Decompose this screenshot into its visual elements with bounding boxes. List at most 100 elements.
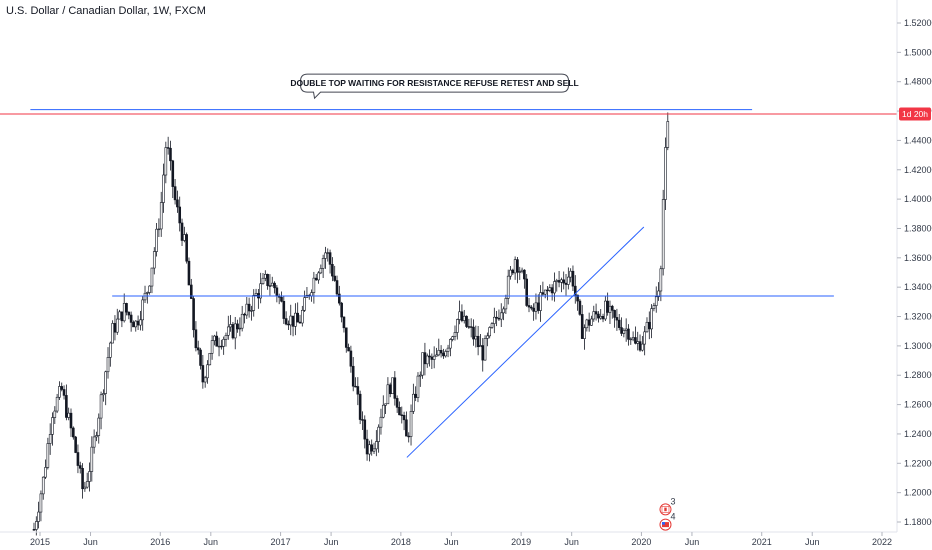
- candle-body-down: [523, 269, 526, 280]
- candle: [118, 309, 121, 320]
- candle-body-up: [208, 353, 212, 366]
- usa-flag-icon[interactable]: [659, 518, 672, 531]
- candle: [393, 371, 397, 406]
- candle-body-up: [88, 471, 91, 482]
- candle-body-down: [127, 311, 131, 316]
- candle: [636, 331, 640, 351]
- candle-body-down: [180, 222, 184, 241]
- time-tick-label: 2020: [631, 537, 651, 547]
- candle-body-up: [543, 289, 547, 295]
- candle: [534, 293, 538, 320]
- price-tick-label: 1.52000: [904, 18, 932, 28]
- drawings-layer: [0, 109, 897, 458]
- candle-body-down: [340, 302, 343, 318]
- candle: [83, 481, 87, 492]
- candle-body-up: [122, 303, 126, 322]
- candle-body-down: [335, 280, 339, 295]
- time-axis[interactable]: 2015 Jun 2016 Jun 2017 Jun 2018 Jun 2019 Jun 2020 J…: [30, 532, 892, 547]
- candle-body-down: [546, 289, 549, 292]
- candle: [573, 275, 577, 304]
- annotation-callout[interactable]: DOUBLE TOP WAITING FOR RESISTANCE REFUSE…: [290, 73, 579, 100]
- candle: [331, 257, 334, 282]
- candle-body-down: [423, 352, 427, 365]
- candle-body-up: [324, 252, 327, 259]
- candle: [442, 348, 445, 359]
- candle: [627, 324, 630, 346]
- candle-body-up: [53, 410, 57, 418]
- trendline[interactable]: [406, 226, 645, 458]
- candle-body-down: [76, 452, 80, 466]
- candle: [245, 297, 249, 319]
- candle: [104, 370, 107, 406]
- candle-body-up: [567, 276, 570, 285]
- candle: [412, 383, 415, 415]
- candle-body-down: [275, 287, 279, 297]
- candle-body-up: [58, 386, 61, 398]
- candle-body-up: [650, 308, 653, 330]
- candle-body-up: [666, 121, 670, 148]
- candle-body-down: [351, 365, 355, 387]
- candle-body-up: [629, 338, 633, 341]
- candle: [132, 320, 135, 328]
- canada-flag-icon[interactable]: [659, 503, 672, 516]
- candle: [106, 347, 110, 379]
- candle-body-up: [421, 352, 424, 376]
- candle-body-down: [287, 323, 290, 326]
- candle-body-down: [472, 326, 475, 340]
- candle-body-up: [301, 309, 304, 324]
- candle-body-up: [321, 258, 325, 269]
- candle-body-up: [159, 202, 163, 230]
- candle-body-down: [215, 335, 219, 347]
- candle-body-up: [631, 337, 635, 340]
- candle: [518, 266, 522, 280]
- candle-body-down: [220, 345, 223, 348]
- candle: [224, 332, 228, 347]
- candle: [622, 328, 626, 338]
- candle: [139, 310, 142, 331]
- candle: [502, 306, 505, 321]
- candle-body-up: [203, 377, 207, 383]
- candle: [610, 304, 614, 319]
- candle-body-up: [513, 259, 517, 274]
- candle: [458, 300, 461, 325]
- time-tick-label: Jun: [444, 537, 459, 547]
- candle-body-up: [449, 339, 452, 349]
- candle-body-up: [104, 371, 107, 394]
- price-tick-label: 1.34000: [904, 282, 932, 292]
- candle-body-up: [555, 280, 559, 282]
- candle: [407, 432, 411, 443]
- candle: [375, 430, 378, 457]
- candle: [523, 269, 526, 289]
- candle: [557, 271, 561, 288]
- candle-body-up: [483, 338, 487, 361]
- candle: [97, 413, 101, 444]
- candle-body-down: [573, 285, 577, 296]
- candle: [486, 332, 489, 347]
- candle-body-down: [564, 282, 568, 285]
- economic-events[interactable]: 3 4: [659, 496, 676, 531]
- candle-body-down: [620, 327, 623, 334]
- candle: [349, 345, 353, 373]
- candle-body-down: [388, 384, 392, 395]
- candle-body-up: [143, 292, 147, 301]
- candle: [171, 159, 175, 199]
- candle-body-down: [338, 293, 341, 304]
- candle-body-down: [125, 303, 128, 313]
- candle-body-down: [185, 234, 188, 262]
- candle: [76, 444, 80, 474]
- candle-body-up: [386, 384, 390, 405]
- price-tick-label: 1.22000: [904, 458, 932, 468]
- candle-body-up: [312, 277, 316, 293]
- candle-body-up: [455, 319, 459, 333]
- candle: [238, 317, 242, 337]
- candle-body-up: [99, 394, 103, 419]
- candle-body-down: [511, 269, 515, 274]
- candle-body-up: [416, 375, 420, 398]
- candle: [48, 423, 52, 455]
- candle-body-down: [129, 314, 133, 323]
- candle: [509, 265, 512, 280]
- candle-body-up: [518, 271, 522, 273]
- candle-body-up: [41, 476, 45, 495]
- candle: [555, 278, 559, 292]
